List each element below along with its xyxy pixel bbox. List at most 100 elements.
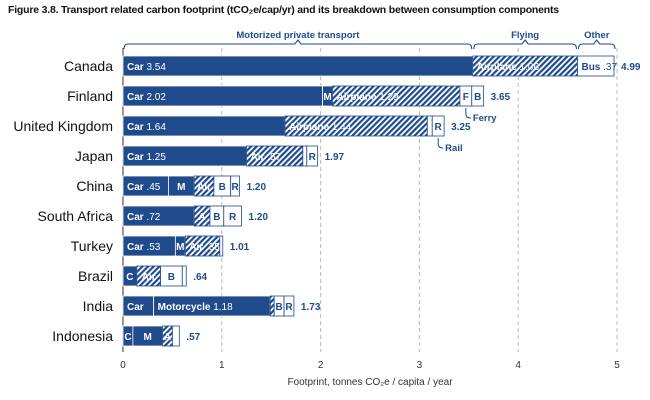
bar-segment-other [171, 325, 180, 347]
annotation-arrow [437, 138, 444, 149]
segment-label: Air .57 [251, 152, 282, 163]
x-tick-label: 4 [515, 360, 521, 371]
bar-segment-air [269, 295, 275, 317]
segment-value: 1.64 [144, 122, 167, 133]
figure-title: Figure 3.8. Transport related carbon foo… [8, 4, 559, 16]
total-label: .64 [193, 272, 207, 283]
segment-label: R [285, 302, 293, 313]
x-axis-label: Footprint, tonnes CO₂e / capita / year [287, 377, 453, 388]
segment-label: Car .45 [127, 182, 161, 193]
segment-label: Car 2.02 [127, 92, 166, 103]
total-label: 1.20 [247, 182, 267, 193]
segment-label: C [124, 332, 131, 343]
bar-segment-other [230, 175, 240, 197]
group-label: Other [584, 30, 610, 41]
segment-label: A [198, 212, 205, 223]
x-tick-label: 1 [219, 360, 225, 371]
segment-label: F [463, 92, 469, 103]
group-brace [123, 39, 473, 50]
segment-label: Car .72 [127, 212, 161, 223]
bar-segment-other [283, 295, 295, 317]
segment-value: 1.44 [329, 122, 352, 133]
segment-label: Airplane 1.29 [336, 92, 399, 103]
segment-value: .45 [144, 182, 161, 193]
segment-label: B [275, 302, 282, 313]
x-tick-label: 2 [318, 360, 324, 371]
segment-label: B [168, 272, 175, 283]
total-label: 4.99 [621, 62, 641, 73]
country-label: Finland [67, 88, 113, 104]
segment-label: Car .53 [127, 242, 161, 253]
bar-segment-other [302, 145, 308, 167]
country-label: India [83, 298, 114, 314]
segment-label: Car [127, 302, 144, 313]
x-tick-label: 5 [614, 360, 620, 371]
bar-segment-other [431, 115, 445, 137]
segment-value: 1.18 [210, 302, 233, 313]
segment-label: Car 1.25 [127, 152, 166, 163]
segment-label: R [232, 182, 240, 193]
total-label: 3.65 [491, 92, 511, 103]
country-label: Turkey [71, 238, 113, 254]
bar-segment-other [471, 85, 485, 107]
total-label: 1.73 [301, 302, 321, 313]
bar-segment-other [426, 115, 433, 137]
segment-label: Car 3.54 [127, 62, 166, 73]
segment-label: B [219, 182, 226, 193]
segment-label: C [126, 272, 133, 283]
segment-value: .72 [144, 212, 161, 223]
segment-value: .53 [144, 242, 161, 253]
total-label: 1.97 [325, 152, 345, 163]
segment-label: M [144, 332, 152, 343]
segment-label: B [213, 212, 220, 223]
segment-label: Air [142, 272, 156, 283]
segment-label: Airplane 1.06 [477, 62, 540, 73]
group-label: Flying [511, 30, 539, 41]
segment-label: Bus .37 [581, 62, 617, 73]
annotation-label: Rail [445, 143, 462, 154]
bar-segment-other [306, 145, 319, 167]
total-label: 1.20 [249, 212, 269, 223]
total-label: 1.01 [230, 242, 250, 253]
segment-label: Motorcycle 1.18 [158, 302, 233, 313]
country-label: China [76, 178, 113, 194]
segment-label: R [435, 122, 443, 133]
segment-value: 1.29 [376, 92, 399, 103]
segment-label: Airplane 1.44 [289, 122, 352, 133]
segment-label: M [176, 242, 184, 253]
country-label: United Kingdom [13, 118, 113, 134]
x-tick-label: 3 [417, 360, 423, 371]
country-label: Japan [75, 148, 113, 164]
segment-label: Air [197, 182, 211, 193]
segment-label: R [309, 152, 317, 163]
segment-value: 1.25 [144, 152, 167, 163]
group-brace [473, 39, 578, 50]
segment-value: 3.54 [144, 62, 167, 73]
segment-label: B [474, 92, 481, 103]
group-brace [577, 39, 616, 50]
segment-value: 2.02 [144, 92, 167, 103]
segment-label: M [323, 92, 331, 103]
country-label: Brazil [78, 268, 113, 284]
segment-label: Car 1.64 [127, 122, 166, 133]
segment-label: M [177, 182, 185, 193]
total-label: .57 [186, 332, 200, 343]
country-label: Canada [64, 58, 113, 74]
bar-segment-other [223, 205, 242, 227]
bar-segment-other [181, 265, 187, 287]
bar-segment-other [219, 235, 224, 257]
segment-label: Air .35 [189, 242, 220, 253]
bar-segment-car [122, 55, 474, 77]
bar-segment-other [577, 55, 615, 77]
segment-value: .37 [600, 62, 617, 73]
annotation-label: Ferry [473, 113, 497, 124]
segment-label: A [164, 332, 171, 343]
x-tick-label: 0 [120, 360, 126, 371]
segment-value: .35 [203, 242, 220, 253]
group-label: Motorized private transport [236, 30, 360, 41]
annotation-arrow [465, 108, 471, 119]
segment-label: R [229, 212, 237, 223]
country-label: South Africa [38, 208, 114, 224]
